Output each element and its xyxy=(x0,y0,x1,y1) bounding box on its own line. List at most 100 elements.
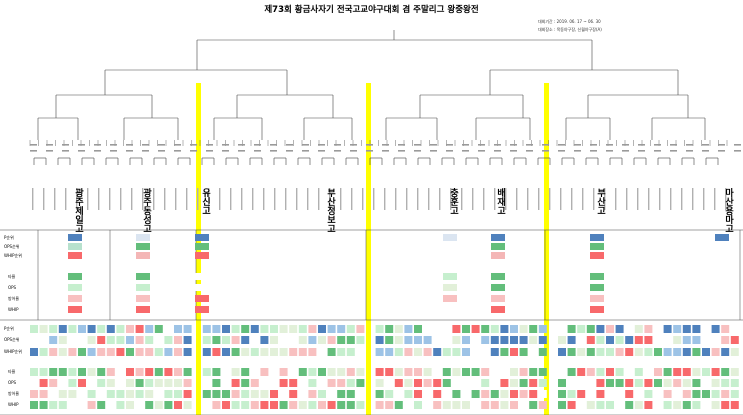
compare-stat-cell xyxy=(183,401,192,409)
compare-rank-cell xyxy=(596,325,605,333)
compare-stat-cell xyxy=(337,379,346,387)
compare-rank-cell xyxy=(30,325,38,333)
compare-stat-cell xyxy=(289,401,298,409)
compare-rank-cell xyxy=(586,336,595,344)
compare-stat-cell xyxy=(692,401,701,409)
school-name-mark xyxy=(175,188,177,210)
compare-stat-cell xyxy=(538,401,547,409)
compare-stat-cell xyxy=(58,390,67,398)
school-name-mark xyxy=(131,188,133,210)
stat-cell xyxy=(491,273,505,280)
compare-stat-cell xyxy=(615,401,624,409)
school-name-mark xyxy=(54,188,56,210)
compare-stat-cell xyxy=(654,368,662,376)
compare-stat-cell xyxy=(126,401,134,409)
compare-stat-cell xyxy=(452,401,461,409)
compare-stat-cell xyxy=(529,401,538,409)
compare-rank-cell xyxy=(625,348,634,356)
compare-rank-cell xyxy=(644,348,653,356)
compare-stat-cell xyxy=(58,401,67,409)
school-name-mark xyxy=(406,188,408,210)
compare-stat-cell xyxy=(250,401,259,409)
compare-stat-cell xyxy=(385,401,394,409)
schedule-mark xyxy=(590,144,597,146)
compare-rank-cell xyxy=(394,348,403,356)
compare-rank-cell xyxy=(49,348,58,356)
compare-stat-cell xyxy=(231,379,240,387)
compare-stat-cell xyxy=(375,368,384,376)
compare-stat-cell xyxy=(586,390,595,398)
schedule-mark xyxy=(94,150,101,152)
school-name-mark xyxy=(560,188,562,210)
schedule-mark xyxy=(414,144,421,146)
compare-stat-cell xyxy=(471,379,480,387)
compare-stat-cell xyxy=(164,390,173,398)
stat-cell xyxy=(715,295,729,302)
schedule-mark xyxy=(654,144,661,146)
compare-rank-cell xyxy=(481,325,490,333)
schedule-mark xyxy=(606,144,613,146)
rank-cell xyxy=(590,234,604,241)
school-name-mark xyxy=(219,188,221,210)
compare-stat-cell xyxy=(442,390,451,398)
compare-stat-cell xyxy=(356,401,365,409)
compare-rank-cell xyxy=(231,325,240,333)
stat-cell xyxy=(320,273,334,280)
compare-rank-cell xyxy=(289,348,298,356)
compare-stat-cell xyxy=(30,368,38,376)
compare-rank-cell xyxy=(154,348,163,356)
compare-stat-cell xyxy=(529,379,538,387)
compare-rank-cell xyxy=(519,325,528,333)
compare-stat-cell xyxy=(510,401,518,409)
compare-stat-cell xyxy=(519,390,528,398)
compare-stat-cell xyxy=(212,390,221,398)
compare-stat-cell xyxy=(490,390,499,398)
compare-rank-cell xyxy=(58,336,67,344)
compare-stat-cell xyxy=(87,379,96,387)
compare-stat-cell xyxy=(702,401,710,409)
compare-stat-cell xyxy=(145,379,154,387)
compare-rank-cell xyxy=(538,336,547,344)
team-name: 마산용마고 xyxy=(723,187,733,233)
compare-stat-cell xyxy=(308,368,317,376)
compare-rank-cell xyxy=(702,336,710,344)
stat-label: 방어율 xyxy=(8,390,19,396)
schedule-mark xyxy=(622,144,629,146)
compare-stat-cell xyxy=(68,401,77,409)
schedule-mark xyxy=(302,144,309,146)
compare-stat-cell xyxy=(423,379,432,387)
compare-stat-cell xyxy=(39,390,48,398)
schedule-mark xyxy=(462,150,469,152)
compare-rank-cell xyxy=(385,325,394,333)
rank-cell xyxy=(443,252,457,259)
school-name-mark xyxy=(384,188,386,210)
compare-rank-cell xyxy=(279,348,288,356)
stat-cell xyxy=(443,284,457,291)
school-name-mark xyxy=(65,188,67,210)
compare-stat-cell xyxy=(462,368,470,376)
compare-rank-cell xyxy=(356,348,365,356)
rank-cell xyxy=(195,243,209,250)
compare-stat-cell xyxy=(644,401,653,409)
compare-rank-cell xyxy=(164,325,173,333)
compare-rank-cell xyxy=(673,348,682,356)
compare-stat-cell xyxy=(385,379,394,387)
schedule-mark xyxy=(638,150,645,152)
compare-stat-cell xyxy=(385,390,394,398)
compare-rank-cell xyxy=(433,325,442,333)
compare-rank-cell xyxy=(327,348,336,356)
schedule-mark xyxy=(670,150,677,152)
compare-stat-cell xyxy=(500,401,509,409)
compare-stat-cell xyxy=(212,379,221,387)
compare-stat-cell xyxy=(490,379,499,387)
schedule-mark xyxy=(478,144,485,146)
schedule-mark xyxy=(318,150,325,152)
rank-label: WHIP순위 xyxy=(4,252,22,258)
compare-stat-cell xyxy=(404,379,413,387)
compare-rank-cell xyxy=(49,336,58,344)
compare-stat-cell xyxy=(241,390,250,398)
schedule-mark xyxy=(254,150,261,152)
rank-cell xyxy=(68,234,82,241)
schedule-mark xyxy=(174,144,181,146)
schedule-mark xyxy=(30,144,37,146)
